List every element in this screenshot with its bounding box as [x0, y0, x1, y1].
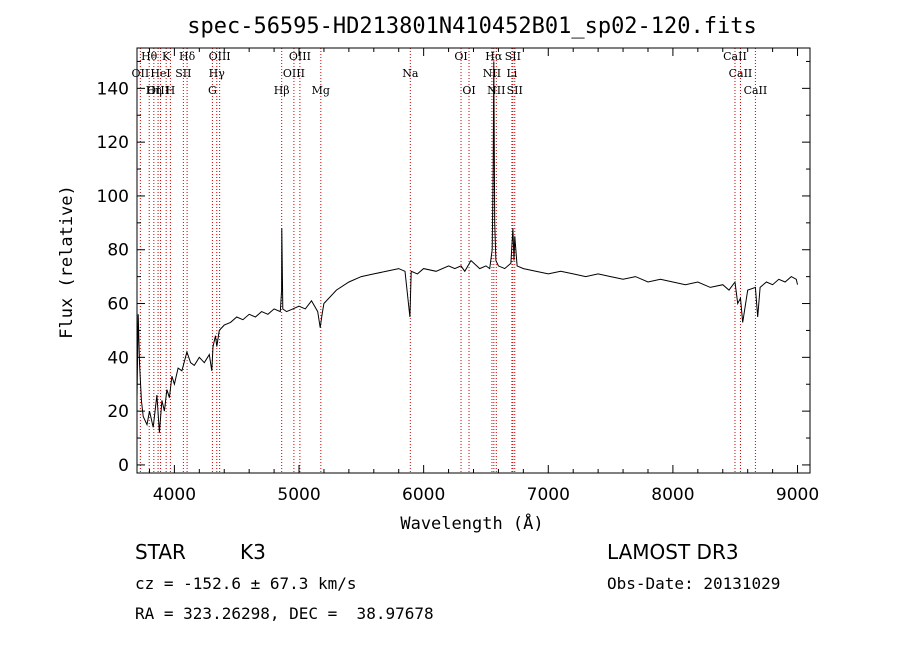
spectral-line-markers	[139, 48, 756, 473]
coordinates-text: RA = 323.26298, DEC = 38.97678	[135, 604, 434, 623]
object-class: STAR	[135, 540, 186, 564]
spectral-line-label: OIII	[289, 50, 311, 63]
spectral-line-label: Hη	[146, 84, 162, 97]
spectral-line-label: H	[166, 84, 176, 97]
x-tick-label: 7000	[527, 485, 570, 505]
spectral-line-label: SII	[505, 50, 521, 63]
spectral-line-label: Hδ	[179, 50, 196, 63]
spectral-line-label: SII	[507, 84, 523, 97]
spectral-line-label: Hα	[485, 50, 503, 63]
survey-name: LAMOST DR3	[607, 540, 739, 564]
x-tick-label: 8000	[651, 485, 694, 505]
spectral-line-label: OIII	[209, 50, 231, 63]
spectrum-series-line	[136, 61, 798, 433]
plot-frame	[136, 47, 811, 474]
spectral-line-label: NII	[483, 67, 501, 80]
spectral-line-label: OIII	[283, 67, 305, 80]
x-tick-label: 9000	[776, 485, 819, 505]
spectral-line-label: HeI	[150, 67, 170, 80]
spectral-line-label: CaII	[723, 50, 747, 63]
x-tick-label: 6000	[402, 485, 445, 505]
x-axis-label: Wavelength (Å)	[400, 512, 543, 534]
spectral-line-label: Hγ	[209, 67, 226, 80]
spectral-line-label: Hθ	[141, 50, 158, 63]
spectral-line-label: OIII	[147, 84, 169, 97]
spectral-line-label: K	[162, 50, 171, 63]
spectral-line-label: Hβ	[274, 84, 290, 97]
spectral-line-label: NII	[487, 84, 505, 97]
spectral-line-label: Li	[506, 67, 517, 80]
spectral-line-label: Mg	[312, 84, 330, 97]
spectral-line-label: OI	[462, 84, 475, 97]
y-tick-label: 80	[107, 241, 129, 261]
y-tick-label: 20	[107, 402, 129, 422]
spectral-line-label: OI	[454, 50, 467, 63]
x-tick-label: 4000	[153, 485, 196, 505]
spectral-line-label: Na	[402, 67, 419, 80]
chart-title: spec-56595-HD213801N410452B01_sp02-120.f…	[187, 14, 757, 39]
y-axis-label: Flux (relative)	[57, 185, 77, 339]
observation-date: Obs-Date: 20131029	[607, 574, 781, 593]
y-tick-label: 100	[97, 187, 129, 207]
y-axis: 0 20 40 60 80 100 120 140	[97, 60, 810, 476]
y-tick-label: 120	[97, 133, 129, 153]
spectral-line-label: CaII	[744, 84, 768, 97]
x-tick-label: 5000	[277, 485, 320, 505]
object-subclass: K3	[240, 540, 266, 564]
y-tick-label: 60	[107, 295, 129, 315]
x-axis: 4000 5000 6000 7000 8000 9000	[148, 48, 819, 505]
spectral-line-label: OII	[132, 67, 150, 80]
y-tick-label: 140	[97, 79, 129, 99]
spectral-line-label: CaII	[729, 67, 753, 80]
y-tick-label: 0	[118, 456, 129, 476]
spectral-line-label: G	[208, 84, 217, 97]
y-tick-label: 40	[107, 348, 129, 368]
redshift-text: cz = -152.6 ± 67.3 km/s	[135, 574, 357, 593]
spectral-line-label: SII	[175, 67, 191, 80]
